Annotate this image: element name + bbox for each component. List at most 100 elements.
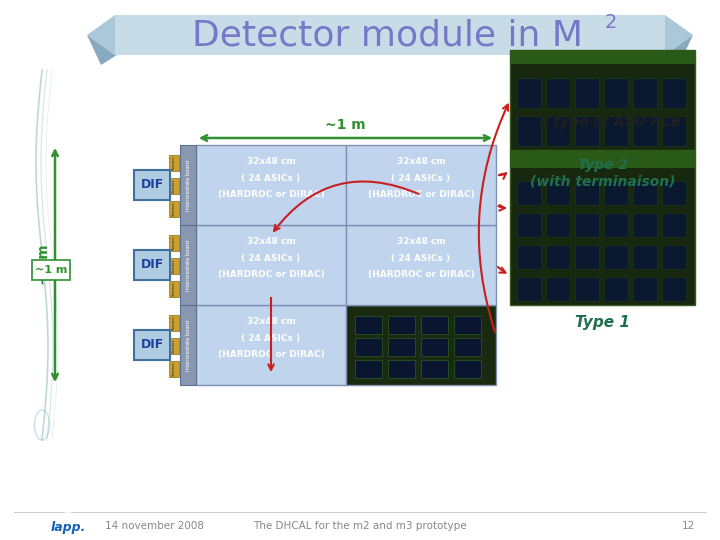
FancyBboxPatch shape [346,305,496,385]
Text: Samtec: Samtec [172,339,176,353]
Text: Samtec: Samtec [172,179,176,193]
FancyBboxPatch shape [355,360,382,378]
FancyBboxPatch shape [421,360,448,378]
FancyBboxPatch shape [32,260,70,280]
FancyBboxPatch shape [180,145,196,225]
FancyBboxPatch shape [169,281,179,297]
Text: Samtec: Samtec [172,362,176,376]
FancyBboxPatch shape [134,330,170,360]
FancyBboxPatch shape [169,315,179,331]
Text: ( 24 ASICs ): ( 24 ASICs ) [392,173,451,183]
Text: DIF: DIF [140,259,163,272]
FancyBboxPatch shape [169,201,179,217]
FancyBboxPatch shape [454,316,481,334]
FancyBboxPatch shape [575,181,599,205]
Text: ~1 m: ~1 m [37,245,51,285]
FancyBboxPatch shape [134,170,170,200]
FancyBboxPatch shape [346,225,496,305]
FancyBboxPatch shape [196,145,346,225]
FancyBboxPatch shape [517,78,541,108]
FancyBboxPatch shape [517,116,541,146]
FancyBboxPatch shape [115,15,665,55]
FancyBboxPatch shape [196,225,346,305]
FancyBboxPatch shape [510,50,695,150]
FancyBboxPatch shape [355,338,382,356]
FancyBboxPatch shape [169,361,179,377]
FancyBboxPatch shape [346,145,496,225]
Text: 12: 12 [682,521,695,531]
FancyBboxPatch shape [662,78,686,108]
Text: ( 24 ASICs ): ( 24 ASICs ) [241,173,300,183]
Text: Samtec: Samtec [172,315,176,330]
FancyBboxPatch shape [604,181,628,205]
FancyBboxPatch shape [575,78,599,108]
FancyBboxPatch shape [169,258,179,274]
Text: Intermediate board: Intermediate board [186,319,191,370]
FancyBboxPatch shape [662,181,686,205]
FancyBboxPatch shape [546,181,570,205]
FancyBboxPatch shape [169,235,179,251]
FancyBboxPatch shape [180,225,196,305]
FancyBboxPatch shape [662,116,686,146]
Text: ~1 m: ~1 m [325,118,366,132]
Text: 14 november 2008: 14 november 2008 [105,521,204,531]
FancyBboxPatch shape [604,277,628,301]
Text: 32x48 cm: 32x48 cm [397,237,446,246]
Text: ~1 m: ~1 m [35,265,67,275]
Text: (HARDROC or DIRAC): (HARDROC or DIRAC) [368,271,474,280]
FancyBboxPatch shape [454,360,481,378]
FancyBboxPatch shape [633,213,657,237]
FancyBboxPatch shape [180,305,196,385]
Polygon shape [87,35,117,65]
FancyBboxPatch shape [546,78,570,108]
FancyBboxPatch shape [388,338,415,356]
Text: 32x48 cm: 32x48 cm [247,316,295,326]
FancyBboxPatch shape [633,277,657,301]
FancyBboxPatch shape [388,316,415,334]
FancyBboxPatch shape [662,245,686,269]
Text: (HARDROC or DIRAC): (HARDROC or DIRAC) [217,350,325,360]
FancyBboxPatch shape [169,338,179,354]
FancyBboxPatch shape [510,50,695,64]
FancyBboxPatch shape [196,305,346,385]
Text: Samtec: Samtec [172,235,176,251]
FancyBboxPatch shape [517,277,541,301]
Text: Type 2
(with terminaison): Type 2 (with terminaison) [530,158,675,188]
FancyBboxPatch shape [510,150,695,305]
Circle shape [55,513,81,539]
Text: (HARDROC or DIRAC): (HARDROC or DIRAC) [217,271,325,280]
Text: Intermediate board: Intermediate board [186,159,191,211]
FancyBboxPatch shape [575,277,599,301]
FancyBboxPatch shape [421,338,448,356]
FancyBboxPatch shape [546,213,570,237]
Text: DIF: DIF [140,179,163,192]
Text: Samtec: Samtec [172,259,176,273]
Polygon shape [665,15,693,55]
FancyBboxPatch shape [454,338,481,356]
FancyBboxPatch shape [169,155,179,171]
FancyBboxPatch shape [421,316,448,334]
FancyBboxPatch shape [546,277,570,301]
FancyBboxPatch shape [604,213,628,237]
Text: 2: 2 [605,14,617,32]
FancyBboxPatch shape [355,316,382,334]
Text: (HARDROC or DIRAC): (HARDROC or DIRAC) [217,191,325,199]
Polygon shape [663,35,693,65]
FancyBboxPatch shape [517,213,541,237]
FancyBboxPatch shape [662,213,686,237]
Text: Intermediate board: Intermediate board [186,239,191,291]
FancyBboxPatch shape [517,245,541,269]
FancyBboxPatch shape [633,78,657,108]
Text: Type 1: Type 1 [575,315,630,330]
FancyBboxPatch shape [662,277,686,301]
FancyBboxPatch shape [169,178,179,194]
Text: Detector module in M: Detector module in M [192,18,583,52]
Text: 32x48 cm: 32x48 cm [247,237,295,246]
Polygon shape [87,15,115,55]
Text: Samtec: Samtec [172,282,176,296]
FancyBboxPatch shape [633,116,657,146]
Text: ( 24 ASICs ): ( 24 ASICs ) [392,253,451,262]
FancyBboxPatch shape [633,181,657,205]
FancyBboxPatch shape [575,116,599,146]
Text: Samtec: Samtec [172,156,176,171]
